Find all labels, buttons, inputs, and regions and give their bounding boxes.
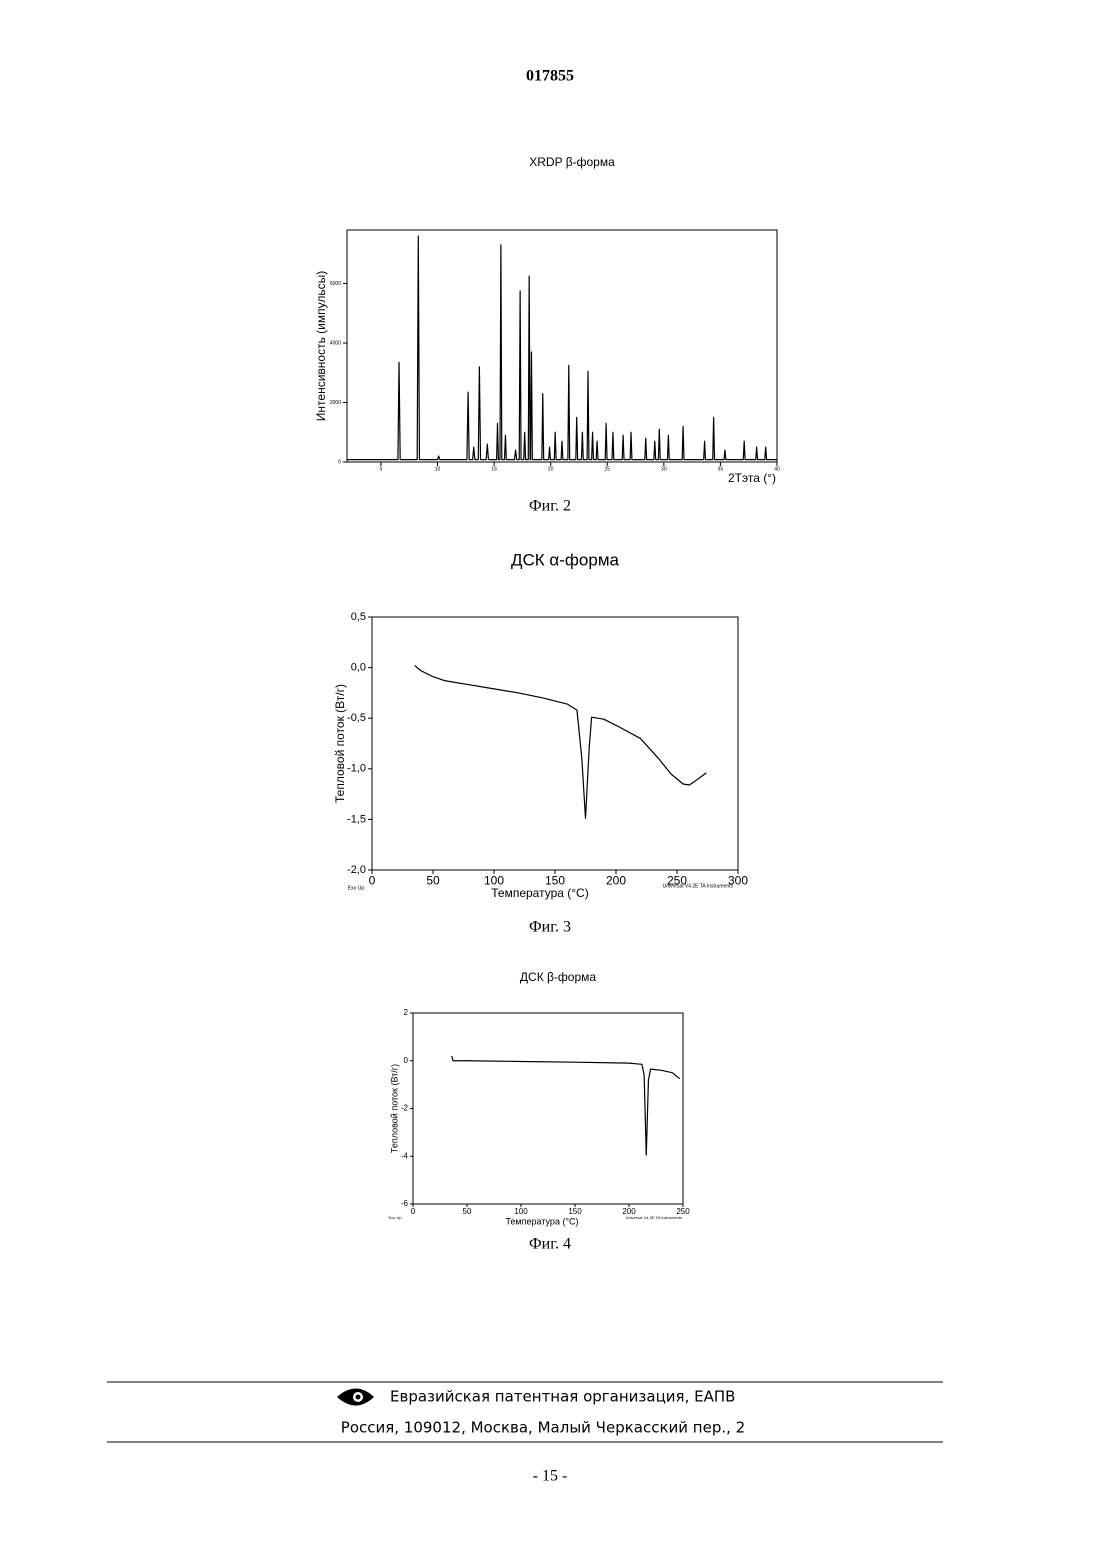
y-tick-label: -0,5 xyxy=(347,712,366,724)
annotation: Exo Up xyxy=(348,885,365,891)
y-tick-label: 6000 xyxy=(330,281,341,287)
y-tick-label: 2 xyxy=(404,1008,409,1017)
x-tick-label: 15 xyxy=(491,466,497,472)
x-axis-label: Температура (°C) xyxy=(505,1216,578,1226)
y-tick-label: 0 xyxy=(404,1056,409,1065)
x-tick-label: 5 xyxy=(380,466,383,472)
x-tick-label: 150 xyxy=(568,1207,582,1216)
data-line xyxy=(347,236,777,460)
x-tick-label: 35 xyxy=(718,466,724,472)
annotation: Exo Up xyxy=(388,1215,402,1220)
y-tick-label: -2,0 xyxy=(347,864,366,876)
x-tick-label: 10 xyxy=(435,466,441,472)
x-tick-label: 30 xyxy=(661,466,667,472)
x-tick-label: 0 xyxy=(369,873,376,887)
chart-title: ДСК β-форма xyxy=(520,970,596,984)
plot-frame xyxy=(347,230,777,462)
x-tick-label: 200 xyxy=(606,873,626,887)
figure-caption: Фиг. 3 xyxy=(529,919,571,936)
figure-caption: Фиг. 2 xyxy=(529,498,571,515)
figure-caption: Фиг. 4 xyxy=(529,1236,571,1253)
y-tick-label: 4000 xyxy=(330,340,341,346)
x-axis-label: Температура (°C) xyxy=(491,886,588,900)
annotation: Universal V4.2E TA Instruments xyxy=(626,1215,682,1220)
x-tick-label: 50 xyxy=(463,1207,472,1216)
x-tick-label: 0 xyxy=(411,1207,416,1216)
y-tick-label: -1,5 xyxy=(347,813,366,825)
page: 017855 Евразийская патентная организация… xyxy=(0,0,1100,1556)
page-number: - 15 - xyxy=(533,1468,568,1485)
y-tick-label: 0,0 xyxy=(351,662,366,674)
chart-title: XRDP β-форма xyxy=(529,155,615,169)
y-tick-label: 2000 xyxy=(330,400,341,406)
x-tick-label: 20 xyxy=(548,466,554,472)
y-tick-label: -1,0 xyxy=(347,763,366,775)
y-tick-label: -4 xyxy=(401,1151,409,1160)
chart-title: ДСК α-форма xyxy=(511,550,619,569)
patent-number: 017855 xyxy=(526,68,574,85)
footer-address: Россия, 109012, Москва, Малый Черкасский… xyxy=(341,1419,745,1437)
y-tick-label: -2 xyxy=(401,1104,409,1113)
y-tick-label: 0,5 xyxy=(351,611,366,623)
y-axis-label: Интенсивность (импульсы) xyxy=(314,271,328,421)
x-tick-label: 25 xyxy=(604,466,610,472)
eapo-logo xyxy=(337,1389,374,1406)
y-tick-label: -6 xyxy=(401,1199,409,1208)
x-tick-label: 100 xyxy=(514,1207,528,1216)
data-line xyxy=(452,1056,680,1155)
footer-organization: Евразийская патентная организация, ЕАПВ xyxy=(390,1388,735,1406)
y-axis-label: Тепловой поток (Вт/г) xyxy=(333,684,347,803)
x-tick-label: 50 xyxy=(426,873,440,887)
plot-frame xyxy=(413,1013,683,1204)
document: 017855 Евразийская патентная организация… xyxy=(0,0,1100,1556)
annotation: Universal V4.2E TA Instruments xyxy=(663,883,734,889)
y-axis-label: Тепловой поток (Вт/г) xyxy=(389,1064,399,1153)
data-line xyxy=(415,666,707,819)
y-tick-label: 0 xyxy=(338,459,341,465)
plot-frame xyxy=(372,617,738,870)
x-axis-label: 2Тэта (°) xyxy=(728,471,776,485)
